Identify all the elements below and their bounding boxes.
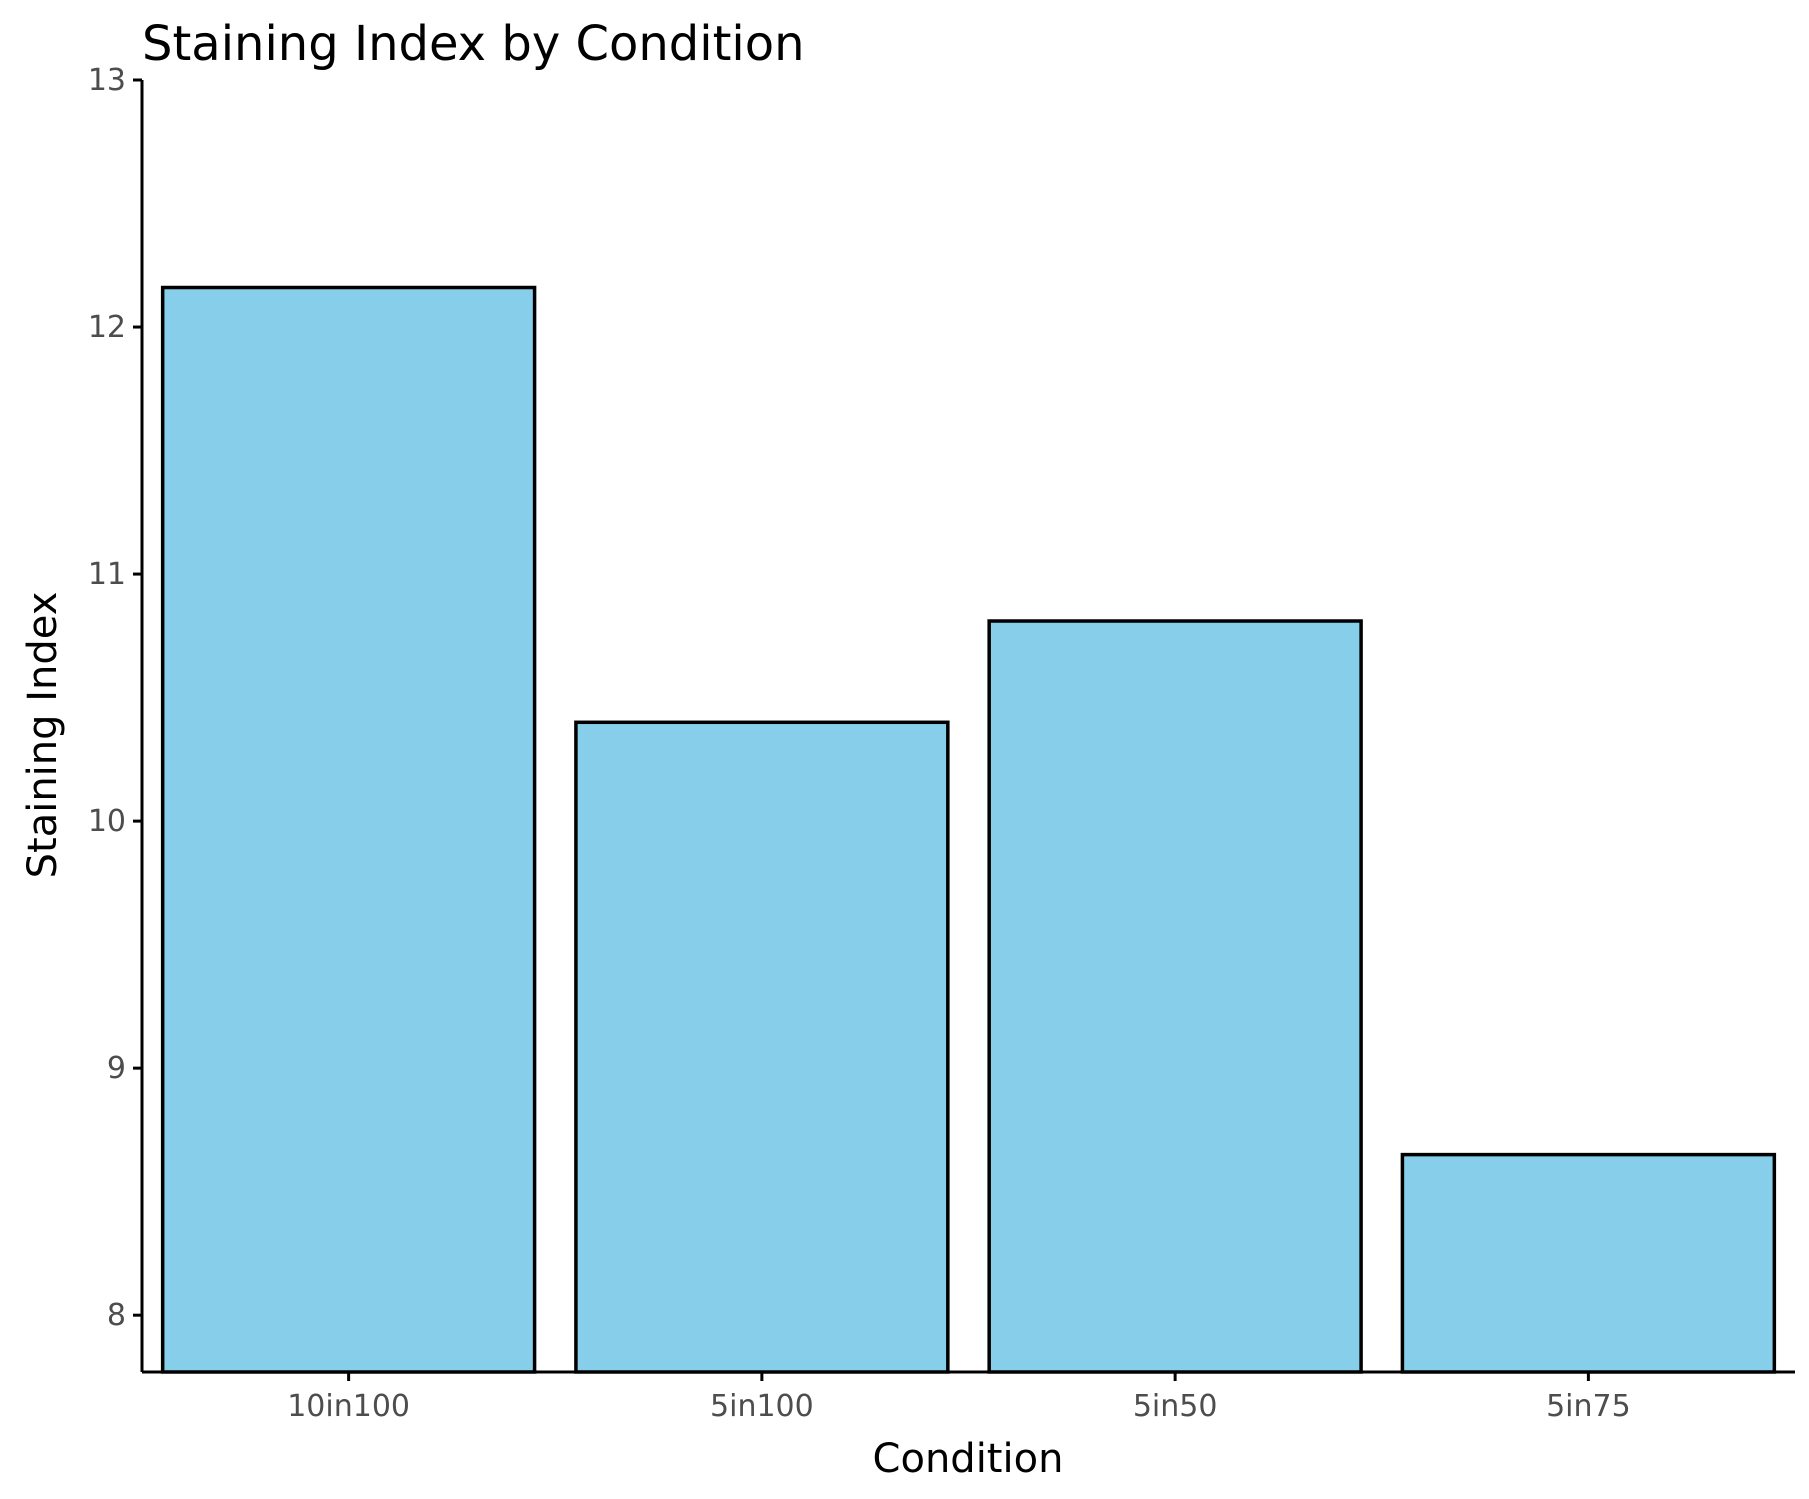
bars-group (160, 285, 1777, 1374)
x-tick-label: 10in100 (287, 1389, 410, 1424)
y-axis-title: Staining Index (20, 592, 66, 879)
y-tick-label: 9 (107, 1051, 126, 1086)
chart-title: Staining Index by Condition (142, 16, 805, 72)
bar-5in75 (1400, 1152, 1777, 1374)
x-tick-label: 5in100 (710, 1389, 814, 1424)
bar-5in100 (574, 720, 950, 1374)
y-tick-label: 12 (88, 310, 126, 345)
x-axis: 10in100 5in100 5in50 5in75 (142, 1370, 1795, 1424)
bar-10in100 (160, 285, 537, 1374)
x-tick-label: 5in50 (1133, 1389, 1218, 1424)
y-tick-label: 8 (107, 1298, 126, 1333)
y-tick-label: 11 (88, 557, 126, 592)
y-tick-label: 13 (88, 63, 126, 98)
bar-5in50 (987, 619, 1363, 1374)
x-axis-title: Condition (873, 1436, 1064, 1482)
y-tick-label: 10 (88, 804, 126, 839)
y-axis: 8 9 10 11 12 13 (88, 63, 144, 1372)
x-tick-label: 5in75 (1546, 1389, 1631, 1424)
